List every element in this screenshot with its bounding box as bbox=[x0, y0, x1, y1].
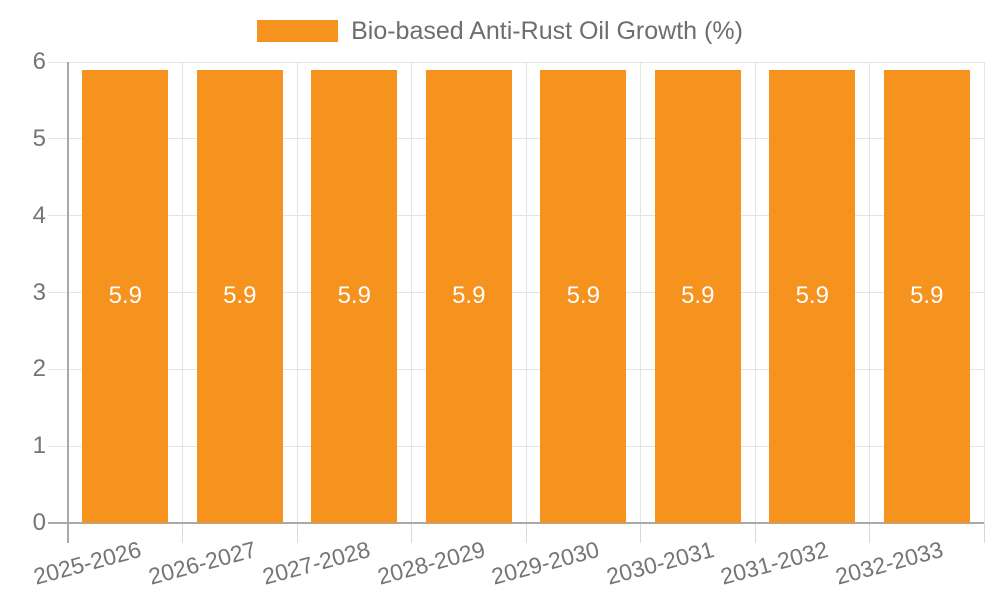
y-axis-tick-label: 0 bbox=[32, 509, 46, 536]
y-axis-tick-label: 2 bbox=[32, 355, 46, 383]
legend-item[interactable]: Bio-based Anti-Rust Oil Growth (%) bbox=[257, 17, 743, 46]
x-axis-label: 2032-2033 bbox=[832, 536, 946, 590]
bar-value-label: 5.9 bbox=[681, 282, 715, 310]
legend: Bio-based Anti-Rust Oil Growth (%) bbox=[0, 0, 1000, 62]
v-gridline bbox=[754, 62, 756, 523]
h-gridline bbox=[48, 138, 984, 140]
x-axis-tick bbox=[754, 523, 756, 543]
bar-value-label: 5.9 bbox=[452, 282, 486, 310]
bar-value-label: 5.9 bbox=[910, 282, 944, 310]
bar bbox=[883, 69, 970, 523]
x-axis-label: 2029-2030 bbox=[488, 536, 602, 590]
h-gridline bbox=[48, 61, 984, 63]
v-gridline bbox=[869, 62, 870, 523]
x-axis-tick bbox=[411, 523, 412, 543]
bar-value-label: 5.9 bbox=[795, 282, 829, 310]
bar-value-label: 5.9 bbox=[337, 282, 371, 310]
bar-value-label: 5.9 bbox=[566, 282, 600, 310]
x-axis-tick bbox=[296, 523, 298, 543]
y-axis-tick-label: 4 bbox=[32, 201, 46, 229]
h-gridline bbox=[48, 215, 984, 217]
bar bbox=[540, 69, 627, 523]
x-axis-label: 2030-2031 bbox=[603, 536, 717, 590]
bar bbox=[425, 69, 512, 523]
v-gridline bbox=[296, 62, 298, 523]
y-axis-tick-label: 1 bbox=[32, 432, 46, 460]
bar bbox=[196, 69, 283, 523]
x-axis-label: 2025-2026 bbox=[30, 536, 144, 590]
x-axis-tick bbox=[525, 523, 527, 543]
y-axis-line bbox=[67, 62, 69, 543]
y-axis-tick-label: 5 bbox=[32, 124, 46, 152]
bar bbox=[311, 69, 398, 523]
legend-label: Bio-based Anti-Rust Oil Growth (%) bbox=[351, 16, 743, 45]
x-axis-label: 2031-2032 bbox=[717, 536, 831, 590]
bar bbox=[654, 69, 741, 523]
x-axis-line bbox=[48, 522, 984, 524]
bar bbox=[82, 69, 169, 523]
x-axis-tick bbox=[182, 523, 183, 543]
h-gridline bbox=[48, 368, 984, 370]
v-gridline bbox=[182, 62, 183, 523]
v-gridline bbox=[411, 62, 412, 523]
x-axis-label: 2028-2029 bbox=[374, 536, 488, 590]
v-gridline bbox=[983, 62, 985, 523]
y-axis-tick-label: 3 bbox=[32, 278, 46, 306]
legend-swatch-icon bbox=[257, 20, 339, 42]
v-gridline bbox=[525, 62, 527, 523]
x-axis-label: 2027-2028 bbox=[259, 536, 373, 590]
bar bbox=[769, 69, 856, 523]
x-axis-tick bbox=[869, 523, 870, 543]
y-axis-tick-label: 6 bbox=[32, 48, 46, 75]
x-axis-label: 2026-2027 bbox=[145, 536, 259, 590]
x-axis-tick bbox=[640, 523, 641, 543]
h-gridline bbox=[48, 445, 984, 447]
h-gridline bbox=[48, 292, 984, 293]
v-gridline bbox=[640, 62, 641, 523]
bar-value-label: 5.9 bbox=[108, 282, 142, 310]
bar-value-label: 5.9 bbox=[223, 282, 257, 310]
x-axis-tick bbox=[983, 523, 985, 543]
